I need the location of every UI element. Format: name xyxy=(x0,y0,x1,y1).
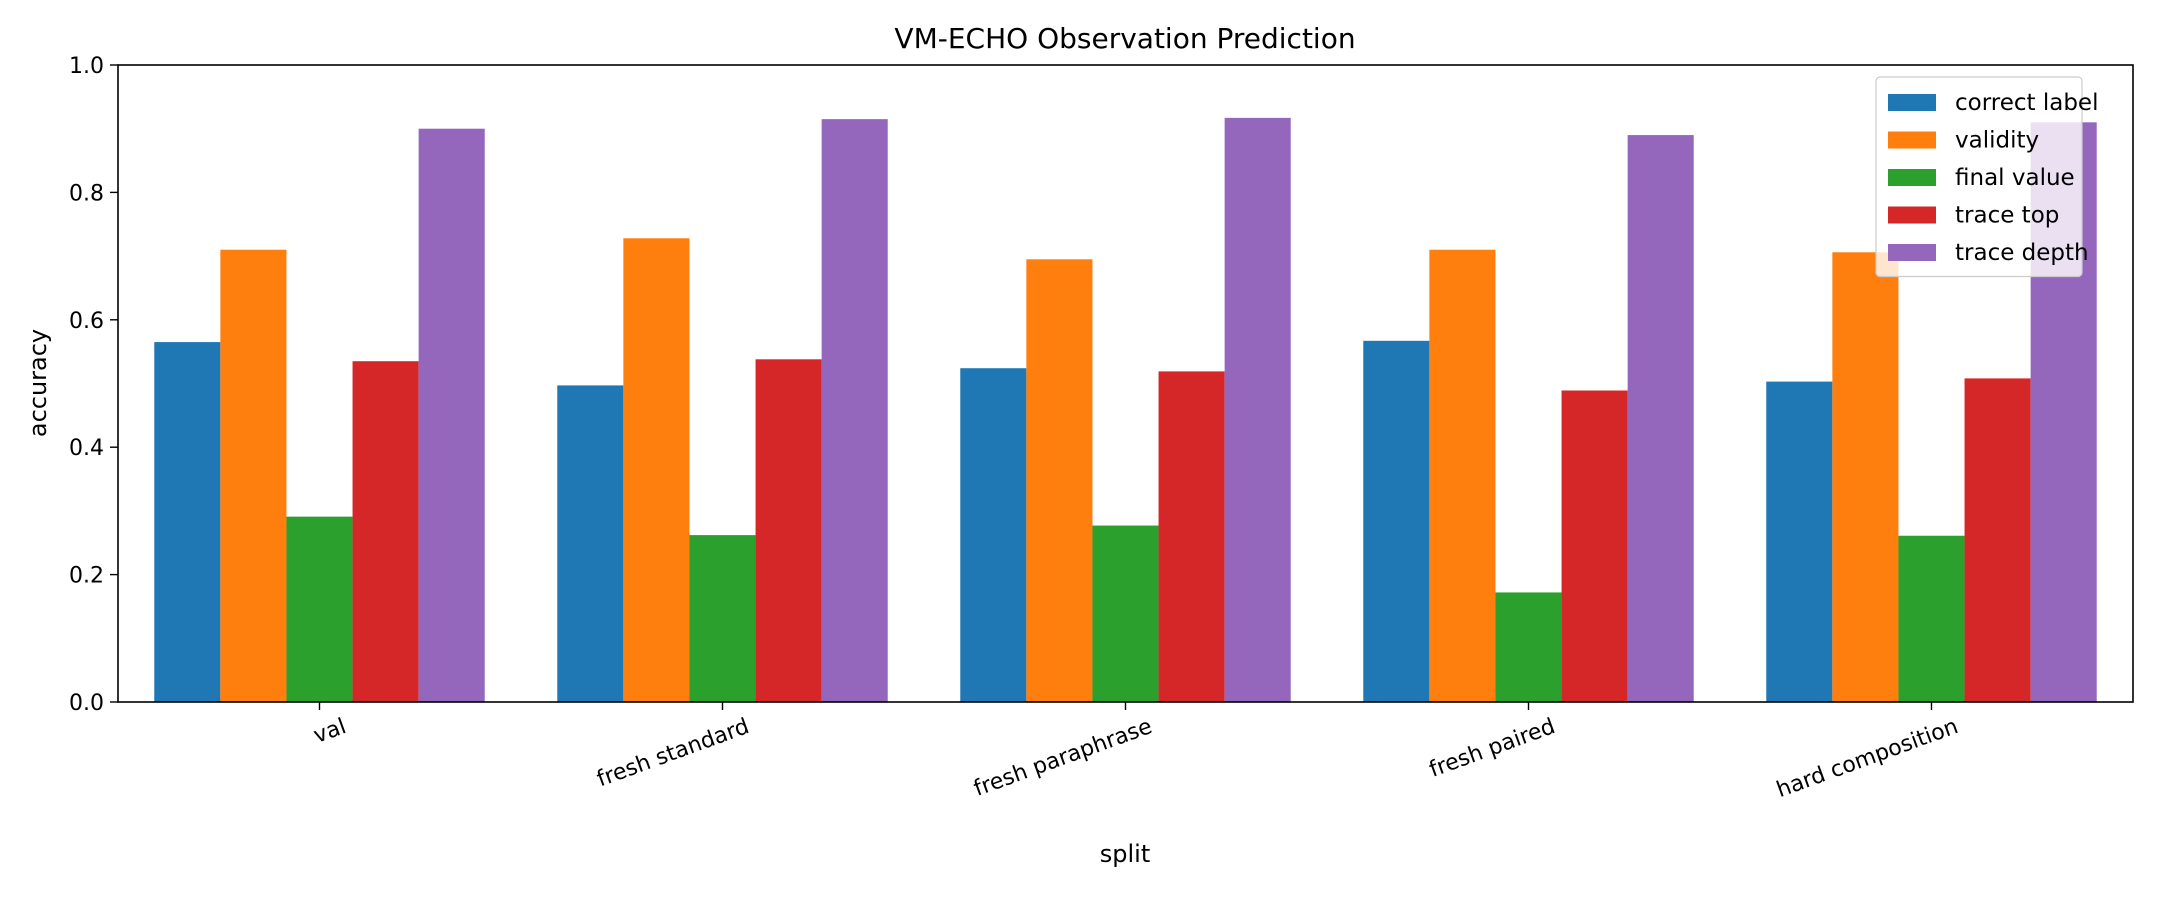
bar xyxy=(1832,252,1899,702)
bar xyxy=(1627,135,1694,702)
legend-swatch xyxy=(1888,94,1936,111)
legend-label: correct label xyxy=(1955,90,2098,116)
bar xyxy=(689,535,756,702)
x-tick-label: val xyxy=(310,714,349,749)
legend-swatch xyxy=(1888,131,1936,149)
bar xyxy=(1429,249,1496,703)
y-axis-title: accuracy xyxy=(24,329,52,437)
bar xyxy=(623,238,690,702)
y-tick-label: 0.8 xyxy=(69,181,104,206)
bar xyxy=(960,368,1027,702)
bar xyxy=(1495,592,1562,702)
legend-label: final value xyxy=(1955,165,2075,191)
legend-swatch xyxy=(1888,244,1936,261)
y-tick-label: 0.2 xyxy=(69,564,104,589)
bar xyxy=(352,361,419,702)
legend: correct label validity final value trace to… xyxy=(1875,76,2098,278)
legend-box xyxy=(1875,76,2083,278)
bar xyxy=(1092,525,1159,702)
bar xyxy=(1766,381,1833,702)
y-tick-label: 0.6 xyxy=(69,309,104,334)
bar xyxy=(1363,340,1430,702)
y-axis: 0.0 0.2 0.4 0.6 0.8 1.0 xyxy=(69,54,118,716)
bar xyxy=(1561,390,1628,702)
legend-swatch xyxy=(1888,206,1936,224)
chart-title: VM-ECHO Observation Prediction xyxy=(894,22,1355,55)
y-tick-label: 1.0 xyxy=(69,54,104,79)
y-tick-label: 0.4 xyxy=(69,436,104,461)
bar xyxy=(1224,117,1291,703)
x-axis-title: split xyxy=(1100,840,1150,868)
y-tick-label: 0.0 xyxy=(69,691,104,716)
x-tick-label: fresh paired xyxy=(1426,714,1558,783)
x-tick-label: hard composition xyxy=(1773,714,1961,803)
legend-swatch xyxy=(1888,169,1936,186)
bar xyxy=(418,128,485,702)
bar xyxy=(1898,535,1965,702)
bar xyxy=(821,119,888,702)
legend-label: trace top xyxy=(1955,203,2059,229)
bar xyxy=(286,516,353,702)
x-axis: val fresh standard fresh paraphrase fresh p… xyxy=(310,702,1962,803)
bar xyxy=(1158,371,1225,702)
bar xyxy=(755,359,822,702)
x-tick-label: fresh paraphrase xyxy=(971,714,1156,802)
legend-label: trace depth xyxy=(1955,240,2089,266)
bar xyxy=(220,249,287,703)
legend-label: validity xyxy=(1955,128,2039,154)
bar xyxy=(1964,378,2031,702)
bar xyxy=(1026,259,1093,702)
bar xyxy=(557,385,624,702)
bars-layer xyxy=(154,117,2097,703)
bar xyxy=(154,342,221,702)
x-tick-label: fresh standard xyxy=(594,714,753,792)
